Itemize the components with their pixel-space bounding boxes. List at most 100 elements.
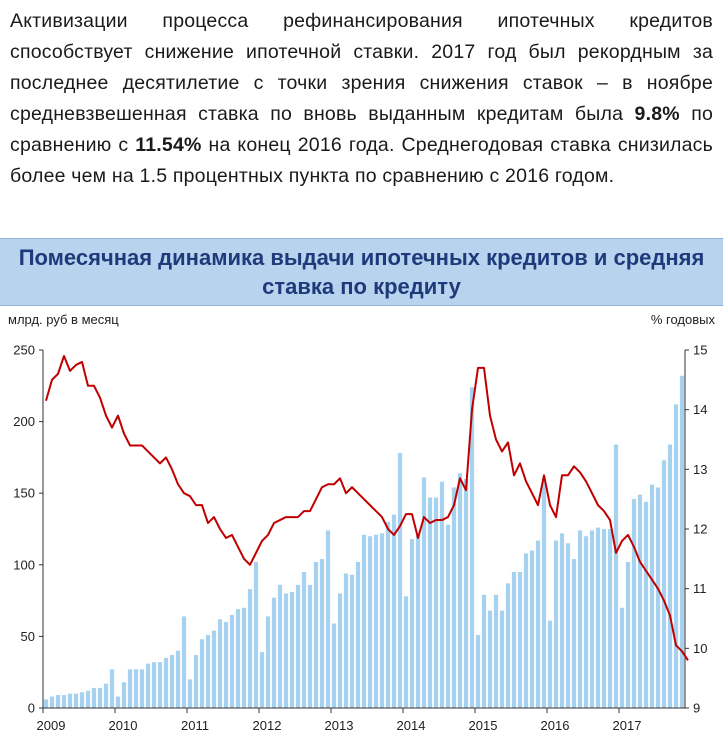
chart-bar	[379, 533, 385, 708]
chart-bar	[259, 652, 265, 708]
chart-bar	[325, 530, 331, 708]
chart-bar	[553, 540, 559, 708]
chart-bar	[445, 524, 451, 708]
chart-bar	[427, 497, 433, 708]
chart-bar	[631, 498, 637, 708]
y-right-tick-label: 9	[693, 701, 700, 716]
chart-bar	[49, 696, 55, 708]
chart-bar	[61, 695, 67, 708]
chart-bar	[331, 623, 337, 708]
chart-bar	[355, 561, 361, 708]
chart-bar	[175, 650, 181, 708]
chart-bar	[607, 529, 613, 708]
x-tick-label: 2010	[109, 718, 138, 733]
y-right-tick-label: 14	[693, 402, 707, 417]
chart-bar	[289, 592, 295, 708]
chart-bar	[109, 669, 115, 708]
chart-title-banner: Помесячная динамика выдачи ипотечных кре…	[0, 238, 723, 306]
chart-bar	[169, 655, 175, 708]
chart-bar	[193, 655, 199, 708]
chart-bar	[625, 561, 631, 708]
chart-bar	[637, 494, 643, 708]
chart-bar	[595, 527, 601, 708]
chart-bar	[91, 687, 97, 708]
y-right-tick-label: 13	[693, 462, 707, 477]
y-left-tick-label: 200	[13, 414, 35, 429]
chart-bar	[661, 460, 667, 708]
chart-bar	[673, 404, 679, 708]
chart-bar	[511, 571, 517, 708]
chart-bar	[151, 662, 157, 708]
chart-bar	[433, 497, 439, 708]
chart-bar	[547, 620, 553, 708]
y-axis-left-label: млрд. руб в месяц	[8, 312, 119, 327]
chart-bar	[391, 514, 397, 708]
chart-bar	[529, 550, 535, 708]
chart-bar	[415, 534, 421, 708]
chart-bar	[229, 614, 235, 708]
chart-bar	[319, 559, 325, 708]
chart-bar	[679, 375, 685, 708]
chart-bar	[337, 593, 343, 708]
chart-title: Помесячная динамика выдачи ипотечных кре…	[18, 245, 705, 299]
chart-bar	[139, 669, 145, 708]
chart-bar	[205, 634, 211, 708]
chart-bar	[571, 559, 577, 708]
chart-bar	[589, 530, 595, 708]
chart-bar	[451, 487, 457, 708]
chart-bar	[481, 594, 487, 708]
y-right-tick-label: 12	[693, 522, 707, 537]
chart-bar	[211, 630, 217, 708]
chart-bar	[613, 444, 619, 708]
chart-bar	[247, 589, 253, 708]
chart-bar	[403, 596, 409, 708]
chart-bar	[667, 444, 673, 708]
chart-bar	[55, 695, 61, 708]
chart-bar	[649, 484, 655, 708]
chart-bar	[493, 594, 499, 708]
chart-bar	[277, 584, 283, 708]
y-left-tick-label: 250	[13, 343, 35, 358]
chart-bar	[559, 533, 565, 708]
chart-bar	[583, 536, 589, 708]
chart-bar	[103, 683, 109, 708]
chart-bar	[487, 610, 493, 708]
chart-bar	[373, 534, 379, 708]
chart-bar	[217, 619, 223, 708]
chart-bar	[505, 583, 511, 708]
x-tick-label: 2011	[181, 718, 209, 733]
chart-bar	[577, 530, 583, 708]
chart-bar	[223, 622, 229, 708]
chart-bar	[187, 679, 193, 708]
chart-bar	[313, 561, 319, 708]
chart-bar	[181, 616, 187, 708]
chart-bar	[79, 692, 85, 708]
x-tick-label: 2012	[253, 718, 282, 733]
y-left-tick-label: 100	[13, 557, 35, 572]
y-right-tick-label: 10	[693, 641, 707, 656]
x-tick-label: 2009	[37, 718, 66, 733]
chart-bar	[349, 574, 355, 708]
chart-bar	[343, 573, 349, 708]
chart-bar	[115, 696, 121, 708]
chart-bar	[499, 610, 505, 708]
chart-bar	[97, 687, 103, 708]
chart-bar	[361, 534, 367, 708]
chart-bar	[157, 662, 163, 708]
chart-bar	[241, 607, 247, 708]
description-paragraph: Активизации процесса рефинансирования ип…	[10, 10, 713, 187]
y-right-tick-label: 15	[693, 343, 707, 358]
chart-bar	[283, 593, 289, 708]
chart-bar	[367, 536, 373, 708]
x-tick-label: 2015	[469, 718, 498, 733]
chart-bar	[271, 597, 277, 708]
chart-bar	[127, 669, 133, 708]
chart-bar	[535, 540, 541, 708]
chart-bar	[199, 639, 205, 708]
y-axis-right-label: % годовых	[650, 312, 715, 327]
chart-bar	[295, 584, 301, 708]
chart-bar	[643, 501, 649, 708]
chart-bar	[235, 609, 241, 708]
chart-bar	[421, 477, 427, 708]
